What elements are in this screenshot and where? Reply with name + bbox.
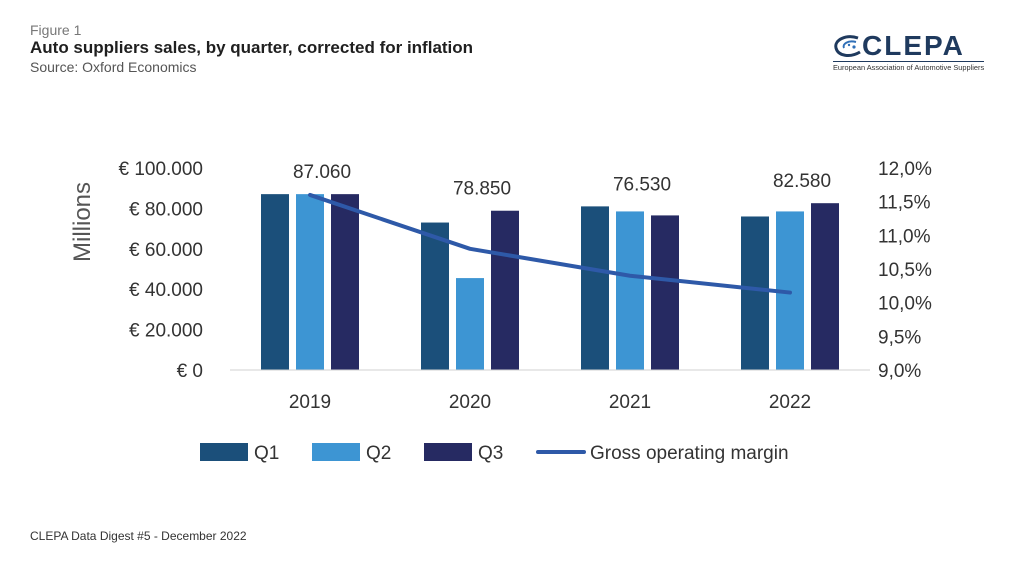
chart-title: Auto suppliers sales, by quarter, correc… [30, 38, 474, 57]
bar-q3-2020 [491, 210, 519, 370]
legend-label: Q3 [478, 443, 503, 464]
legend-swatch-q1 [200, 443, 248, 461]
figure-label: Figure 1 [30, 22, 82, 38]
y-axis-left: € 100.000 € 80.000 € 60.000 € 40.000 € 20.00… [118, 159, 203, 382]
header: Figure 1 Auto suppliers sales, by quarte… [30, 22, 473, 76]
bar-q3-2021 [651, 215, 679, 370]
gross-operating-margin-line [308, 192, 792, 295]
legend-label: Q2 [366, 443, 391, 464]
y-tick-label: € 0 [177, 361, 203, 382]
y2-tick-label: 9,0% [878, 361, 921, 382]
data-labels: 87.060 78.850 76.530 82.580 [293, 162, 831, 200]
line-series [308, 192, 792, 295]
bar-q2-2020 [456, 278, 484, 370]
bar-q1-2022 [741, 216, 769, 370]
bar-q3-2022 [811, 203, 839, 370]
y-tick-label: € 20.000 [129, 321, 203, 342]
x-tick-label: 2021 [609, 392, 651, 413]
y-tick-label: € 60.000 [129, 240, 203, 261]
logo-wordmark: CLEPA [862, 30, 965, 61]
legend: Q1 Q2 Q3 Gross operating margin [200, 443, 789, 464]
x-tick-label: 2020 [449, 392, 491, 413]
legend-label: Q1 [254, 443, 279, 464]
legend-swatch-q3 [424, 443, 472, 461]
logo-tagline: European Association of Automotive Suppl… [833, 61, 985, 72]
clepa-logo: CLEPA European Association of Automotive… [832, 30, 985, 72]
data-label: 76.530 [613, 174, 671, 195]
y2-tick-label: 9,5% [878, 327, 921, 348]
y2-tick-label: 10,0% [878, 294, 932, 315]
y-axis-title: Millions [69, 182, 96, 262]
y-axis-right: 12,0% 11,5% 11,0% 10,5% 10,0% 9,5% 9,0% [878, 159, 932, 382]
bar-q1-2021 [581, 206, 609, 370]
x-axis: 2019 2020 2021 2022 [289, 392, 811, 413]
y2-tick-label: 11,0% [878, 226, 931, 247]
bar-q2-2021 [616, 211, 644, 370]
y-tick-label: € 80.000 [129, 199, 203, 220]
data-label: 78.850 [453, 179, 511, 200]
bar-q3-2019 [331, 194, 359, 370]
y2-tick-label: 10,5% [878, 260, 932, 281]
data-label: 82.580 [773, 171, 831, 192]
bar-q2-2019 [296, 194, 324, 370]
logo-swoosh-icon [834, 35, 861, 57]
data-label: 87.060 [293, 162, 351, 183]
bar-series [261, 194, 839, 370]
x-tick-label: 2022 [769, 392, 811, 413]
y2-tick-label: 12,0% [878, 159, 932, 180]
bar-q1-2019 [261, 194, 289, 370]
bar-q1-2020 [421, 222, 449, 370]
source-text: Source: Oxford Economics [30, 59, 197, 75]
y2-tick-label: 11,5% [878, 193, 931, 214]
x-tick-label: 2019 [289, 392, 331, 413]
y-tick-label: € 100.000 [118, 159, 203, 180]
y-tick-label: € 40.000 [129, 280, 203, 301]
legend-label: Gross operating margin [590, 443, 789, 464]
footer-text: CLEPA Data Digest #5 - December 2022 [30, 529, 247, 543]
legend-swatch-q2 [312, 443, 360, 461]
